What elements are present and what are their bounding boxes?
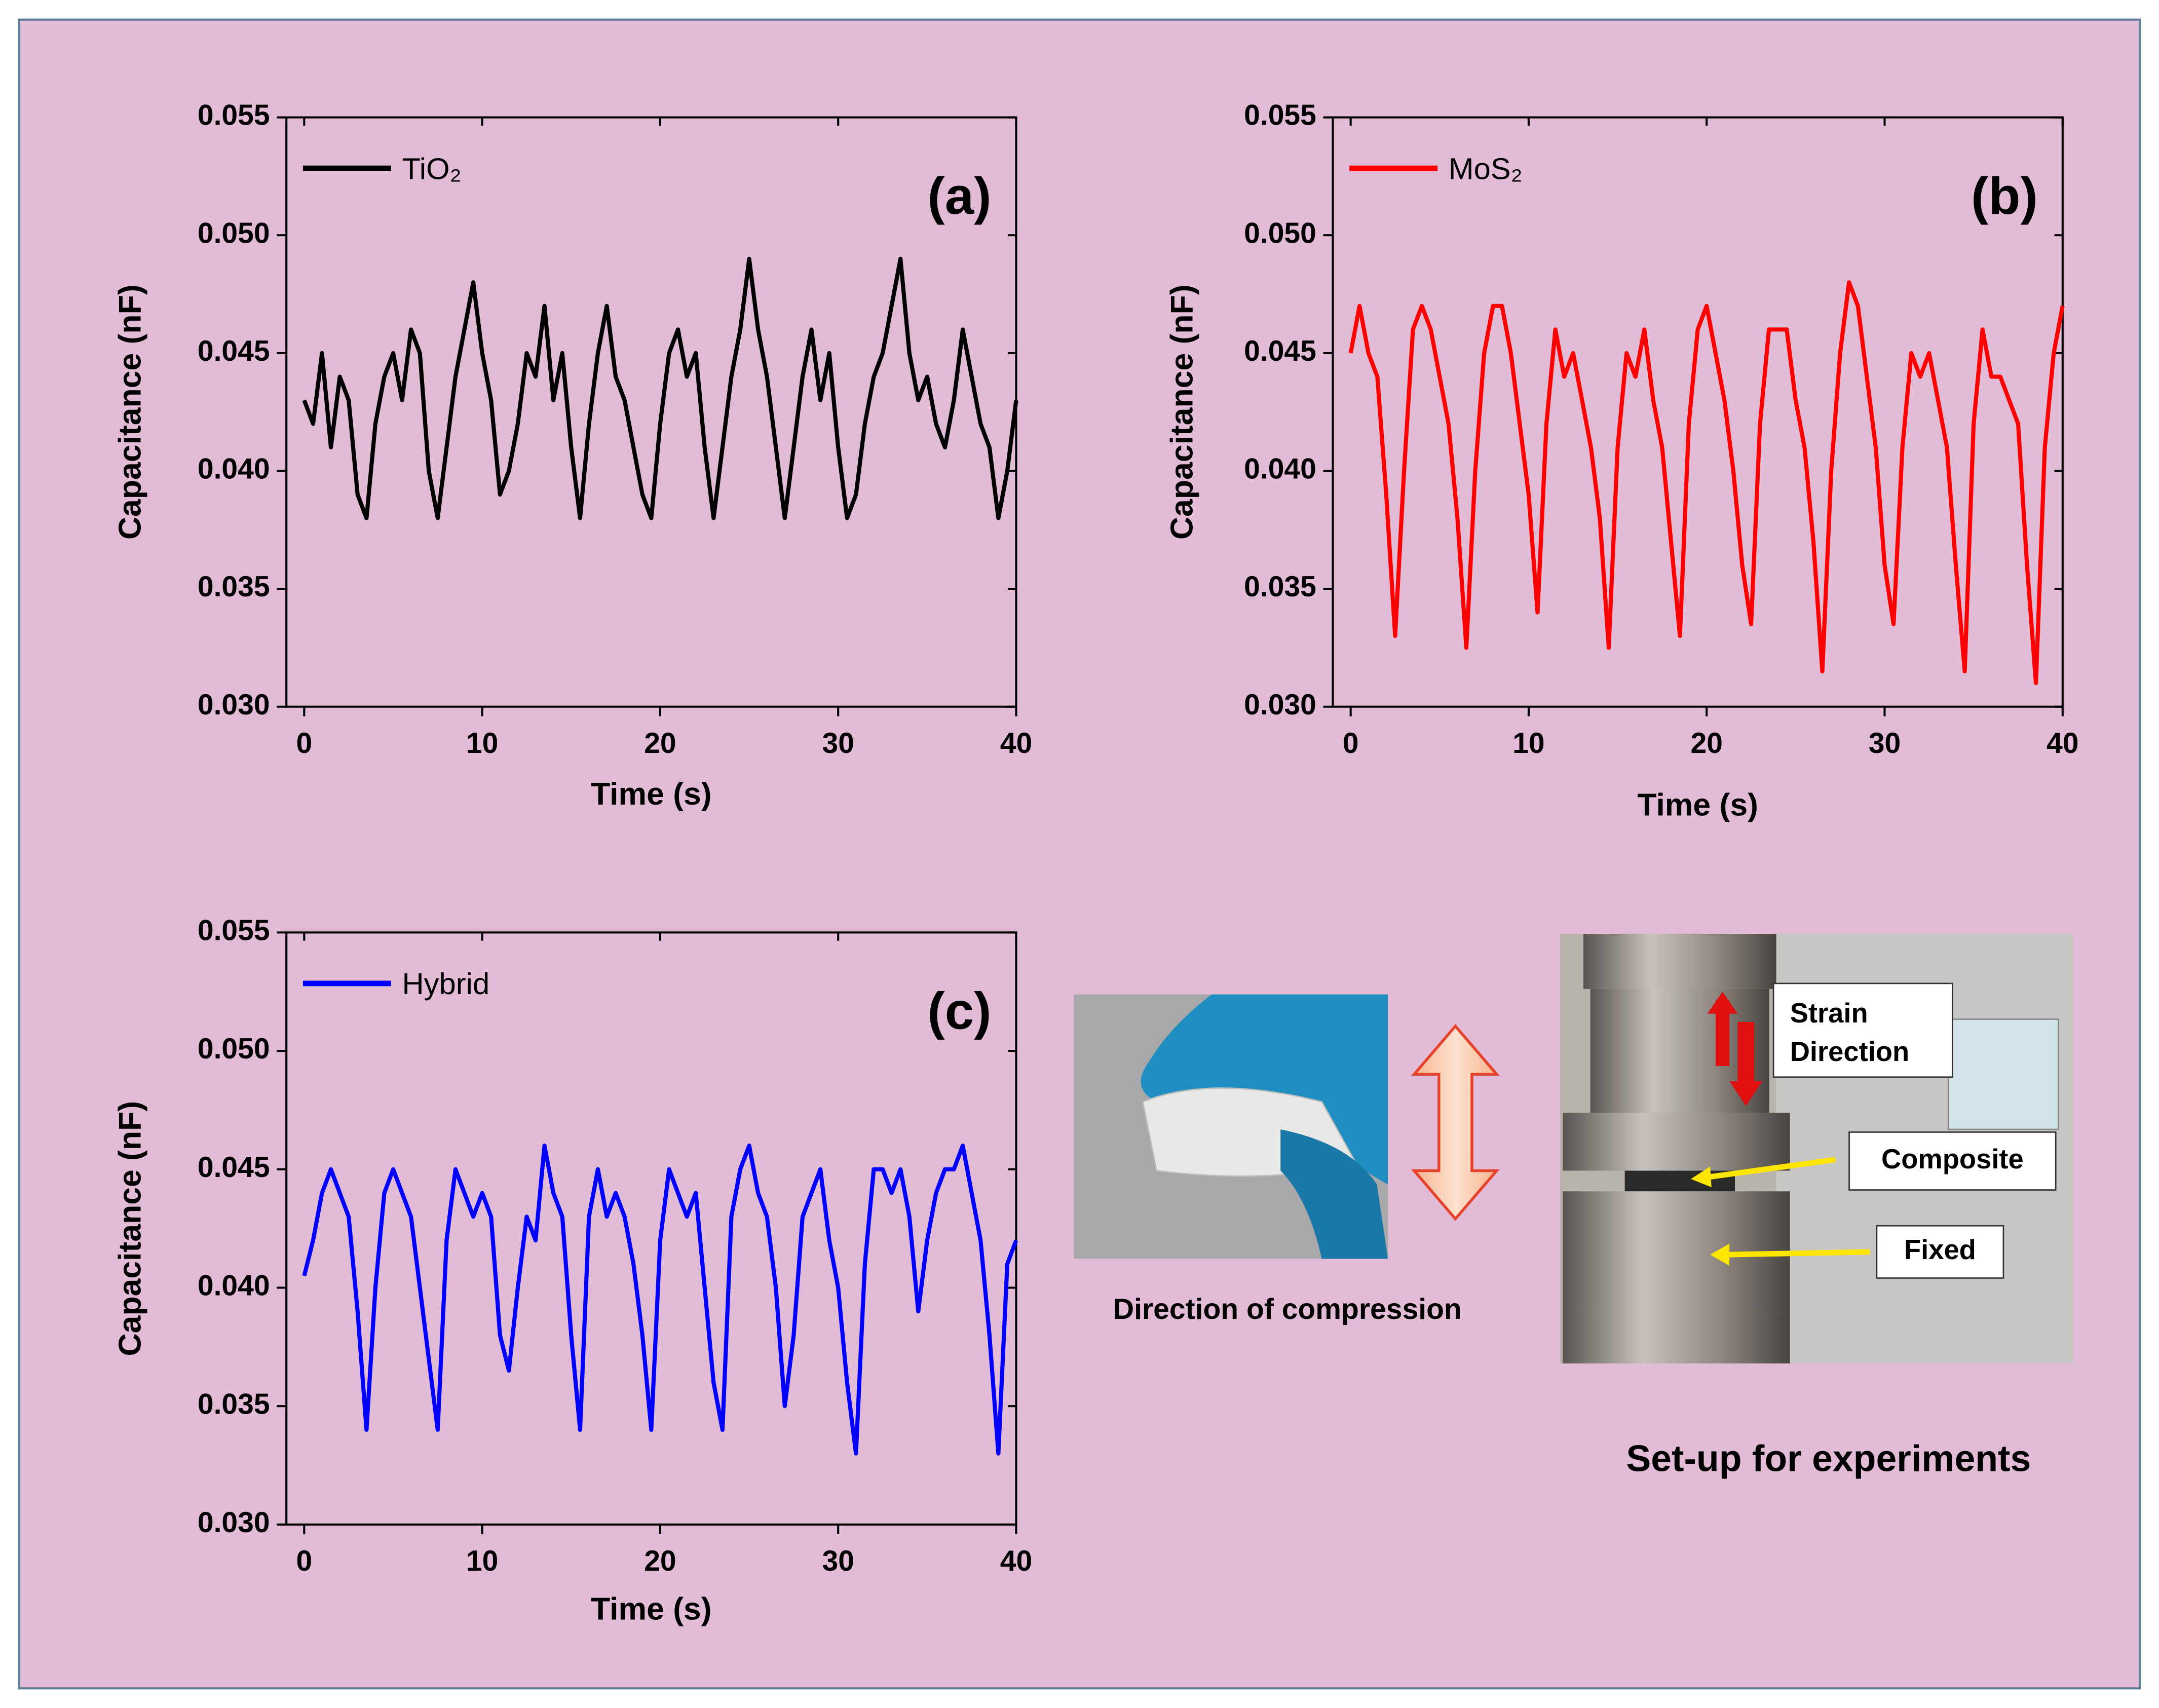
y-axis-title: Capacitance (nF) — [1164, 284, 1200, 540]
y-axis-title: Capacitance (nF) — [112, 284, 147, 540]
x-tick-label: 40 — [1000, 727, 1032, 760]
y-tick-label: 0.035 — [198, 571, 270, 603]
x-tick-label: 10 — [466, 727, 498, 760]
y-tick-label: 0.030 — [198, 689, 270, 721]
setup-photo — [1560, 934, 2074, 1363]
x-tick-label: 10 — [1512, 727, 1544, 760]
photo-label: Strain — [1790, 998, 1868, 1029]
photo-label: Direction — [1790, 1036, 1909, 1067]
x-axis-title: Time (s) — [591, 776, 712, 812]
x-axis-title: Time (s) — [591, 1591, 712, 1627]
x-tick-label: 20 — [644, 1545, 676, 1577]
series-line — [302, 1143, 1018, 1456]
x-tick-label: 40 — [2047, 727, 2078, 760]
legend-label: Hybrid — [402, 967, 490, 1001]
y-tick-label: 0.050 — [198, 217, 270, 249]
glove-photo — [1074, 994, 1388, 1259]
x-tick-label: 0 — [296, 1545, 312, 1577]
x-axis-title: Time (s) — [1637, 787, 1758, 823]
x-tick-label: 20 — [1690, 727, 1722, 760]
legend-label: MoS₂ — [1449, 151, 1523, 185]
panel-bg — [18, 18, 2141, 1690]
y-tick-label: 0.050 — [198, 1033, 270, 1065]
y-tick-label: 0.040 — [198, 1270, 270, 1302]
panel-label: (b) — [1971, 167, 2038, 225]
panel-label: (a) — [927, 167, 991, 225]
compression-arrow — [1411, 1024, 1500, 1221]
y-tick-label: 0.050 — [1244, 217, 1316, 249]
plot-frame — [1332, 116, 2064, 708]
x-tick-label: 0 — [1343, 727, 1359, 760]
y-axis-title: Capacitance (nF) — [112, 1101, 147, 1356]
y-tick-label: 0.055 — [198, 914, 270, 946]
x-tick-label: 10 — [466, 1545, 498, 1577]
x-tick-label: 0 — [296, 727, 312, 760]
y-tick-label: 0.035 — [1244, 571, 1316, 603]
y-tick-label: 0.045 — [198, 335, 270, 367]
y-tick-label: 0.030 — [198, 1506, 270, 1539]
y-tick-label: 0.055 — [1244, 99, 1316, 132]
panel-label: (c) — [927, 982, 991, 1040]
y-tick-label: 0.045 — [198, 1151, 270, 1184]
x-tick-label: 30 — [822, 727, 854, 760]
photo-label: Fixed — [1904, 1234, 1976, 1265]
series-line — [1348, 280, 2065, 686]
compression-caption: Direction of compression — [1113, 1293, 1462, 1325]
x-tick-label: 20 — [644, 727, 676, 760]
y-tick-label: 0.045 — [1244, 335, 1316, 367]
legend-label: TiO₂ — [402, 151, 462, 185]
y-tick-label: 0.030 — [1244, 689, 1316, 721]
series-line — [302, 256, 1018, 520]
x-tick-label: 40 — [1000, 1545, 1032, 1577]
y-tick-label: 0.040 — [198, 453, 270, 485]
x-tick-label: 30 — [1869, 727, 1901, 760]
y-tick-label: 0.035 — [198, 1388, 270, 1420]
x-tick-label: 30 — [822, 1545, 854, 1577]
y-tick-label: 0.040 — [1244, 453, 1316, 485]
plot-frame — [285, 931, 1017, 1526]
setup-caption: Set-up for experiments — [1626, 1437, 2031, 1479]
y-tick-label: 0.055 — [198, 99, 270, 132]
photo-label: Composite — [1881, 1144, 2024, 1174]
